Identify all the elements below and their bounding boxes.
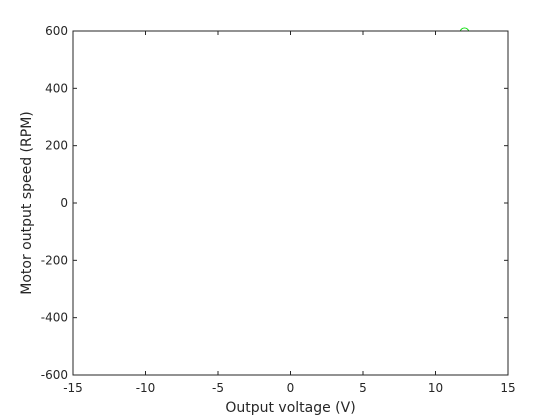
y-tick-label: 0 xyxy=(60,196,68,210)
y-tick-label: 600 xyxy=(45,24,68,38)
y-tick-label: 400 xyxy=(45,81,68,95)
y-tick-label: -200 xyxy=(41,253,68,267)
y-tick-label: 200 xyxy=(45,139,68,153)
y-tick-labels: -600 -400 -200 0 200 400 600 xyxy=(41,24,68,382)
y-axis-label: Motor output speed (RPM) xyxy=(19,111,35,294)
x-tick-label: -15 xyxy=(63,381,83,395)
axes-box xyxy=(72,30,509,376)
x-tick-label: -5 xyxy=(212,381,224,395)
x-tick-label: 0 xyxy=(287,381,295,395)
x-tick-labels: -15 -10 -5 0 5 10 15 xyxy=(63,381,515,395)
x-tick-label: 5 xyxy=(359,381,367,395)
x-tick-label: 15 xyxy=(500,381,515,395)
y-tick-label: -600 xyxy=(41,368,68,382)
y-tick-label: -400 xyxy=(41,311,68,325)
x-tick-label: -10 xyxy=(136,381,156,395)
x-tick-label: 10 xyxy=(428,381,443,395)
x-axis-label: Output voltage (V) xyxy=(225,400,355,416)
axis-ticks xyxy=(72,30,509,376)
